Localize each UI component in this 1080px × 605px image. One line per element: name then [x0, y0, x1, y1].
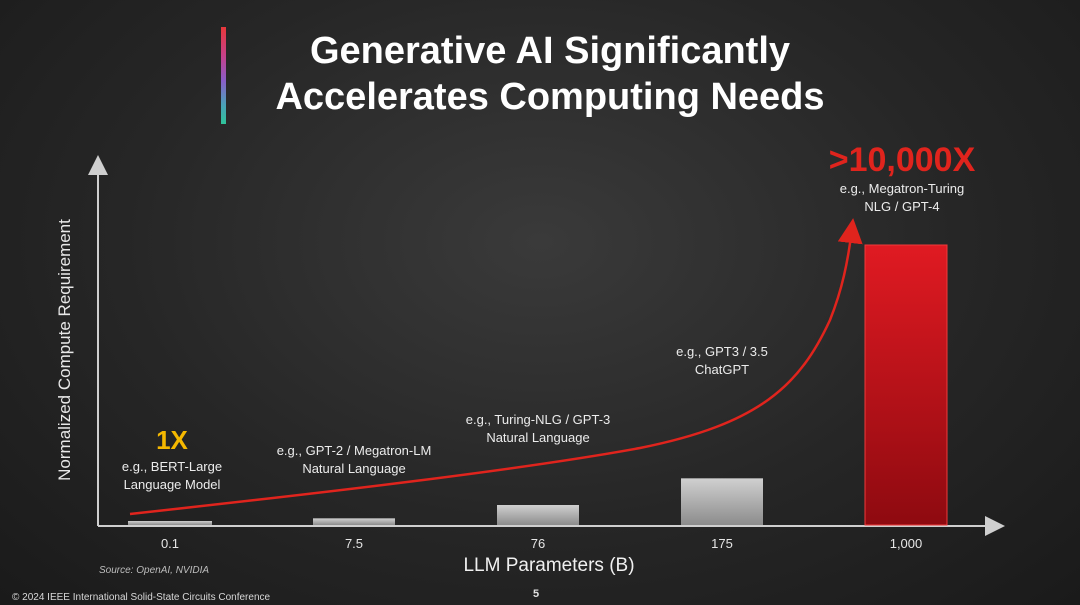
x-tick-label: 175	[711, 536, 733, 551]
bar-5	[864, 244, 948, 526]
bar-annotation: Natural Language	[302, 461, 405, 476]
bar-annotation: Language Model	[124, 477, 221, 492]
title-line-1: Generative AI Significantly	[309, 30, 791, 72]
bar-1	[128, 521, 212, 525]
bar-annotation: ChatGPT	[695, 362, 749, 377]
multiplier-label: 1X	[156, 425, 188, 455]
bar-annotation: e.g., Turing-NLG / GPT-3	[466, 412, 611, 427]
x-tick-label: 0.1	[161, 536, 179, 551]
x-tick-label: 7.5	[345, 536, 363, 551]
page-number: 5	[533, 588, 540, 600]
conference-footer: © 2024 IEEE International Solid-State Ci…	[12, 592, 271, 603]
bar-annotation: NLG / GPT-4	[864, 199, 939, 214]
y-axis-label: Normalized Compute Requirement	[55, 219, 74, 481]
bar-annotation: e.g., Megatron-Turing	[840, 181, 965, 196]
bar-annotation: e.g., GPT3 / 3.5	[676, 344, 768, 359]
bar-3	[497, 505, 579, 525]
bar-4	[681, 478, 763, 525]
title-line-2: Accelerates Computing Needs	[275, 76, 825, 118]
x-axis-label: LLM Parameters (B)	[463, 555, 634, 576]
trend-curve	[129, 218, 863, 516]
bar-annotation: Natural Language	[486, 430, 589, 445]
x-tick-label: 76	[531, 536, 545, 551]
source-note: Source: OpenAI, NVIDIA	[99, 565, 210, 576]
bar-2	[313, 518, 395, 525]
bar-annotation: e.g., GPT-2 / Megatron-LM	[277, 443, 432, 458]
bar-annotation: e.g., BERT-Large	[122, 459, 222, 474]
accent-bar	[221, 27, 226, 124]
slide-title: Generative AI Significantly Accelerates …	[240, 28, 860, 120]
x-tick-label: 1,000	[890, 536, 923, 551]
multiplier-label: >10,000X	[829, 141, 976, 179]
